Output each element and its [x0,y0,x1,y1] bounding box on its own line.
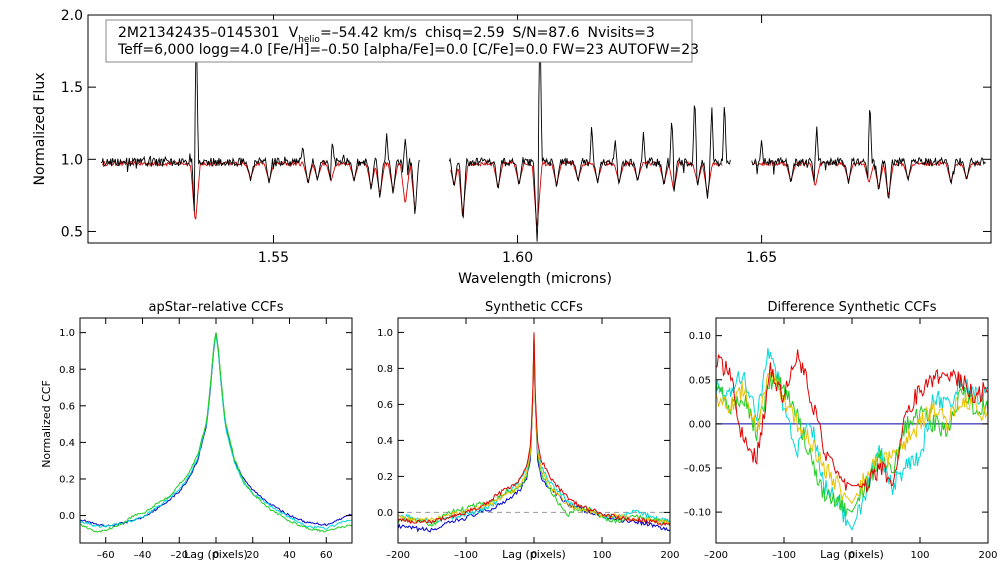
y-tick-label: 0.0 [377,508,393,519]
x-tick-label: 100 [592,550,611,561]
y-tick-label: 0.05 [689,375,711,386]
difference-ccf-panel: –200 –100 0 100 200 –0.10 –0.05 0.00 0.05 0.10 Di… [684,300,998,561]
x-tick-label: –200 [704,550,728,561]
y-tick-label: 1.0 [59,328,75,339]
apstar-ccf-ylabel: Normalized CCF [40,380,53,468]
x-tick-label: 0 [849,550,855,561]
synthetic-ccf-plot-area [398,332,670,533]
model-spectrum-segment-2 [450,159,723,226]
apstar-ccf-title: apStar–relative CCFs [149,300,284,315]
y-tick-label: 0.00 [689,419,711,430]
difference-ccf-title: Difference Synthetic CCFs [767,300,936,315]
synthetic-ccf-ticks: –200 –100 0 100 200 0.0 0.2 0.4 0.6 0.8 1.0 [377,318,680,561]
y-tick-label: 0.6 [59,401,75,412]
diff-yellow-line [716,370,988,505]
info-box: 2M21342435–0145301 Vhelio=–54.42 km/s chis… [105,19,699,63]
vhelio-label: V [289,25,299,41]
star-id: 2M21342435–0145301 [118,25,280,41]
y-tick-label: 1.5 [61,80,83,96]
ccf-cyan-line [80,336,352,530]
apstar-ccf-axes-frame [79,317,353,544]
spectrum-panel: 1.55 1.60 1.65 0.5 1.0 1.5 2.0 Wavelength (mic… [32,8,992,287]
snr-value: S/N=87.6 [513,25,580,41]
y-tick-label: 1.0 [61,152,83,168]
y-tick-label: 0.4 [377,436,393,447]
spectrum-ylabel: Normalized Flux [32,73,48,186]
spectrum-ticks: 1.55 1.60 1.65 0.5 1.0 1.5 2.0 [61,8,991,266]
difference-ccf-plot-area [716,348,988,532]
x-tick-label: 0 [213,550,219,561]
x-tick-label: 20 [246,550,259,561]
y-tick-label: 0.4 [59,438,75,449]
nvisits-value: Nvisits=3 [587,25,654,41]
x-tick-label: 1.65 [746,250,777,266]
apstar-ccf-xlabel: Lag (pixels) [184,548,248,561]
model-spectrum-segment-1 [102,159,415,221]
ccf-green-line [80,332,352,533]
syn-blue-line [398,337,670,533]
observed-spectrum-segment-3 [751,110,986,200]
x-tick-label: –20 [170,550,188,561]
y-tick-label: 0.6 [377,400,393,411]
x-tick-label: 60 [320,550,333,561]
y-tick-label: –0.05 [684,464,711,475]
syn-red-line [398,332,670,526]
y-tick-label: 2.0 [61,8,83,24]
y-tick-label: 0.8 [59,365,75,376]
x-tick-label: –40 [134,550,152,561]
info-box-frame [105,19,693,63]
x-tick-label: –100 [454,550,478,561]
vhelio-subscript: helio [298,35,320,45]
apstar-ccf-panel: –60 –40 –20 0 20 40 60 0.0 0.2 0.4 0.6 0.8 1.0 apSta… [40,300,353,561]
x-tick-label: 200 [660,550,679,561]
info-line-1: 2M21342435–0145301 Vhelio=–54.42 km/s chis… [118,25,655,45]
x-tick-label: 0 [531,550,537,561]
x-tick-label: 100 [910,550,929,561]
synthetic-ccf-panel: –200 –100 0 100 200 0.0 0.2 0.4 0.6 0.8 1.0 Synthe… [377,300,679,561]
difference-ccf-ticks: –200 –100 0 100 200 –0.10 –0.05 0.00 0.05 0.10 [684,318,998,561]
y-tick-label: 0.10 [689,331,711,342]
apstar-ccf-ticks: –60 –40 –20 0 20 40 60 0.0 0.2 0.4 0.6 0.8 1.0 [59,318,352,561]
diff-red-line [716,349,988,493]
spectrum-xlabel: Wavelength (microns) [458,271,612,287]
x-tick-label: 1.60 [502,250,533,266]
ccf-blue-line [80,332,352,528]
y-tick-label: –0.10 [684,508,711,519]
vhelio-value: =–54.42 km/s [320,25,417,41]
diff-green-line [716,373,988,517]
chisq-value: chisq=2.59 [425,25,505,41]
apstar-ccf-plot-area [80,332,352,533]
observed-spectrum-segment-1 [101,37,420,214]
diff-cyan-line [716,348,988,532]
spectrum-plot-area [101,37,986,242]
x-tick-label: –100 [772,550,796,561]
info-line-2: Teff=6,000 logg=4.0 [Fe/H]=–0.50 [alpha/… [117,42,699,58]
x-tick-label: 40 [283,550,296,561]
syn-green-line [398,335,670,527]
y-tick-label: 0.2 [59,475,75,486]
observed-spectrum-segment-2 [448,37,731,242]
x-tick-label: 1.55 [258,250,289,266]
x-tick-label: –200 [386,550,410,561]
difference-ccf-xlabel: Lag (pixels) [820,548,884,561]
x-tick-label: –60 [97,550,115,561]
spectrum-axes-frame [87,14,992,244]
synthetic-ccf-xlabel: Lag (pixels) [502,548,566,561]
x-tick-label: 200 [978,550,997,561]
y-tick-label: 0.2 [377,472,393,483]
y-tick-label: 0.5 [61,224,83,240]
y-tick-label: 0.8 [377,364,393,375]
synthetic-ccf-title: Synthetic CCFs [485,300,583,315]
y-tick-label: 0.0 [59,511,75,522]
y-tick-label: 1.0 [377,328,393,339]
